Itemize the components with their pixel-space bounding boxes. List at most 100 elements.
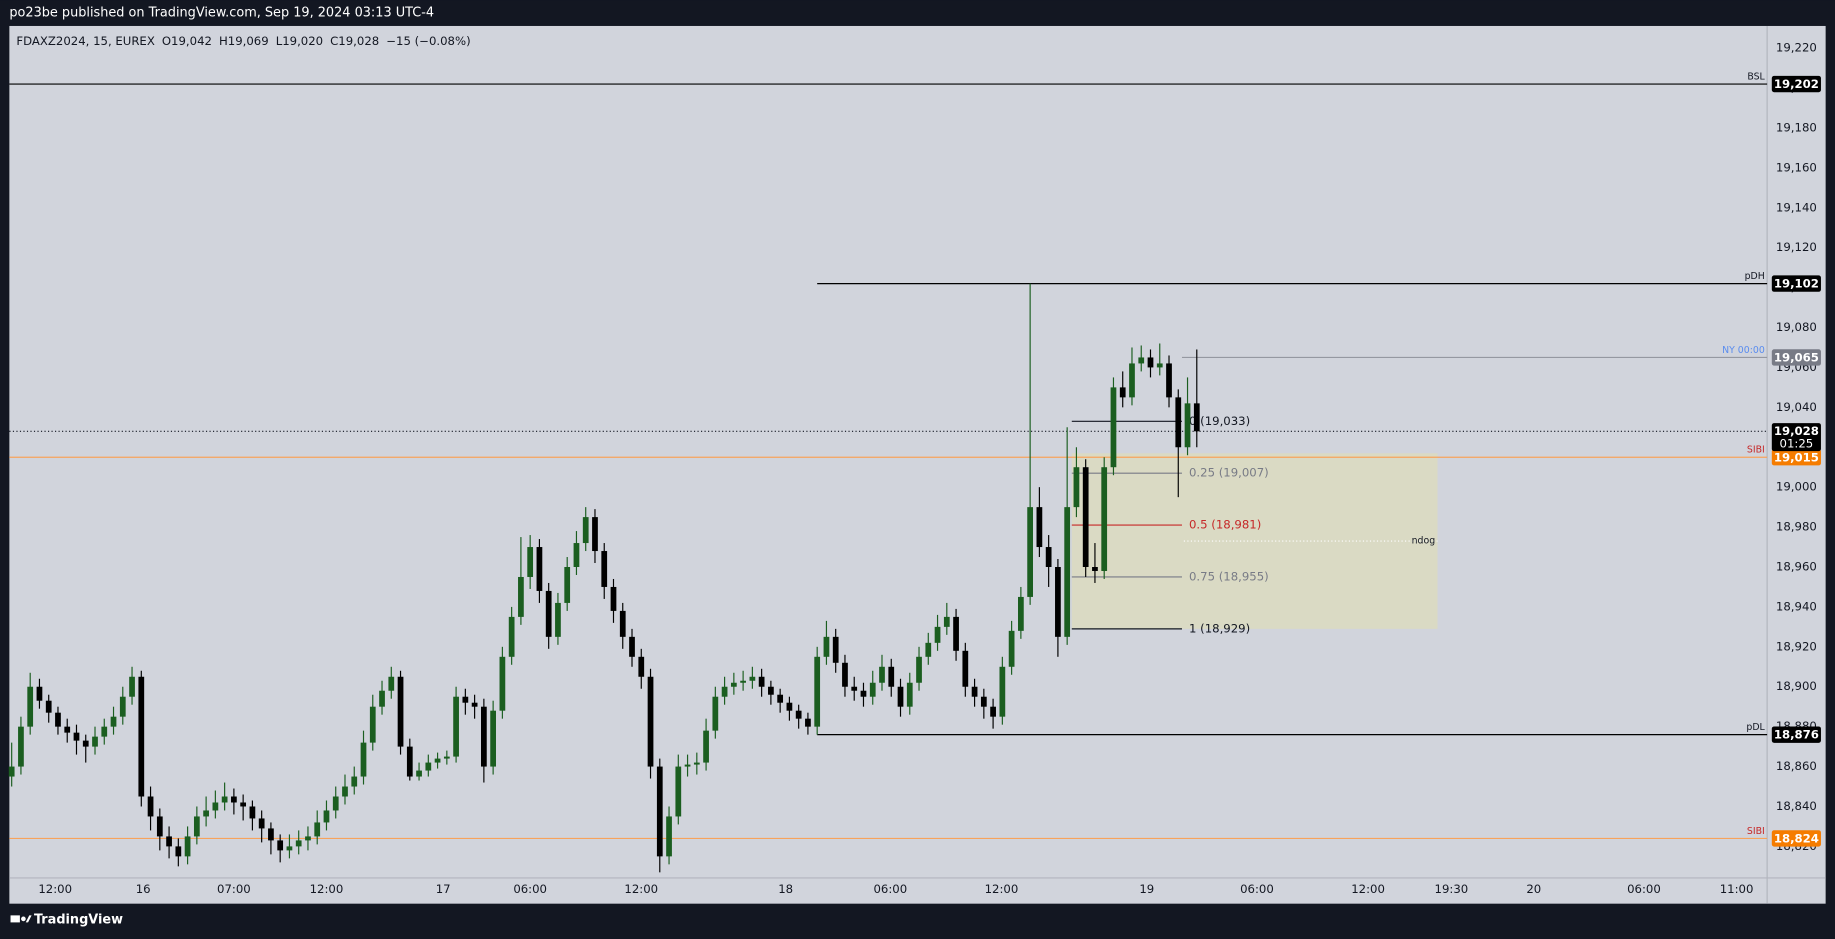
candle-body — [443, 756, 450, 759]
x-tick-label: 06:00 — [513, 882, 547, 896]
x-tick-label: 07:00 — [217, 882, 251, 896]
candle-body — [193, 816, 200, 837]
candle-body — [221, 796, 228, 803]
level-name: SIBI — [1747, 826, 1765, 837]
candle-body — [999, 666, 1006, 717]
candle-body — [768, 686, 774, 695]
candle-body — [462, 696, 469, 703]
candle-body — [851, 686, 858, 691]
candle-body — [166, 836, 172, 847]
candle-body — [203, 810, 209, 817]
candle-body — [1156, 363, 1163, 368]
price-box-label: 18,824 — [1774, 831, 1819, 845]
x-tick-label: 06:00 — [1240, 882, 1274, 896]
publish-info: po23be published on TradingView.com, Sep… — [9, 6, 434, 21]
candle-body — [73, 732, 80, 741]
candle-body — [805, 718, 811, 727]
candle-body — [45, 700, 52, 713]
candle-body — [406, 746, 413, 777]
price-box — [1771, 349, 1821, 366]
y-tick-label: 18,860 — [1776, 759, 1817, 773]
candle-body — [934, 626, 941, 643]
candle-body — [814, 656, 821, 727]
candle-body — [258, 818, 265, 829]
candle-body — [721, 686, 728, 697]
candle-body — [101, 726, 108, 737]
candle-body — [212, 802, 219, 811]
candle-body — [36, 686, 43, 701]
candle-body — [82, 740, 89, 747]
y-tick-label: 18,980 — [1776, 520, 1817, 534]
candle-body — [656, 766, 663, 857]
candle-body — [619, 610, 626, 637]
x-tick-label: 19 — [1139, 882, 1154, 896]
candle-body — [777, 694, 784, 703]
logo — [10, 915, 32, 923]
x-tick-label: 12:00 — [624, 882, 658, 896]
price-box-label: 19,015 — [1774, 450, 1819, 464]
y-tick-label: 18,940 — [1776, 599, 1817, 613]
last-price-box — [1771, 423, 1821, 452]
candle-body — [592, 517, 598, 552]
price-box-label: 19,102 — [1774, 277, 1819, 291]
candle-body — [1055, 566, 1061, 637]
candle-body — [518, 576, 524, 617]
candle-body — [943, 616, 950, 627]
candle-body — [92, 736, 98, 747]
countdown: 01:25 — [1780, 437, 1814, 451]
candle-body — [888, 666, 895, 687]
candle-body — [703, 730, 709, 763]
candle-body — [471, 702, 478, 707]
candle-body — [990, 706, 996, 717]
candle-body — [425, 762, 432, 771]
candle-body — [434, 758, 441, 763]
candle-body — [545, 590, 552, 637]
x-tick-label: 12:00 — [38, 882, 72, 896]
candle-body — [638, 656, 645, 677]
candle-body — [842, 662, 848, 687]
candle-body — [1082, 467, 1089, 567]
candle-body — [1018, 596, 1024, 631]
candle-body — [388, 676, 395, 691]
last-price-label: 19,028 — [1774, 424, 1819, 438]
y-tick-label: 19,160 — [1776, 160, 1817, 174]
candle-body — [536, 547, 543, 591]
x-tick-label: 19:30 — [1435, 882, 1469, 896]
x-tick-label: 17 — [436, 882, 451, 896]
y-tick-label: 19,000 — [1776, 480, 1817, 494]
candle-body — [332, 796, 339, 811]
candle-body — [55, 712, 61, 727]
candle-body — [1110, 387, 1117, 468]
candle-body — [582, 517, 589, 544]
candle-body — [1119, 387, 1126, 398]
candle-body — [295, 840, 302, 847]
candle-body — [906, 682, 913, 707]
fib-label: 0.5 (18,981) — [1189, 518, 1261, 532]
candle-body — [1027, 507, 1034, 597]
candle-body — [1138, 357, 1145, 364]
candle-body — [740, 680, 746, 683]
level-name: BSL — [1747, 72, 1765, 83]
candle-body — [953, 616, 959, 651]
candle-body — [897, 686, 904, 707]
candle-body — [1092, 566, 1098, 571]
candle-body — [730, 682, 737, 687]
legend-close: C19,028 — [330, 34, 379, 48]
candle-body — [27, 686, 34, 727]
candle-body — [379, 690, 385, 707]
price-box — [1771, 449, 1821, 466]
candle-body — [351, 776, 358, 787]
candle-body — [138, 676, 145, 797]
candle-body — [490, 710, 496, 767]
price-box — [1771, 726, 1821, 743]
y-tick-label: 19,080 — [1776, 320, 1817, 334]
candle-body — [1073, 467, 1080, 508]
level-name: pDH — [1745, 271, 1765, 282]
candle-body — [573, 543, 580, 567]
candle-body — [286, 846, 293, 851]
candle-body — [1175, 397, 1182, 448]
candle-body — [832, 636, 839, 663]
candle-body — [795, 710, 802, 719]
